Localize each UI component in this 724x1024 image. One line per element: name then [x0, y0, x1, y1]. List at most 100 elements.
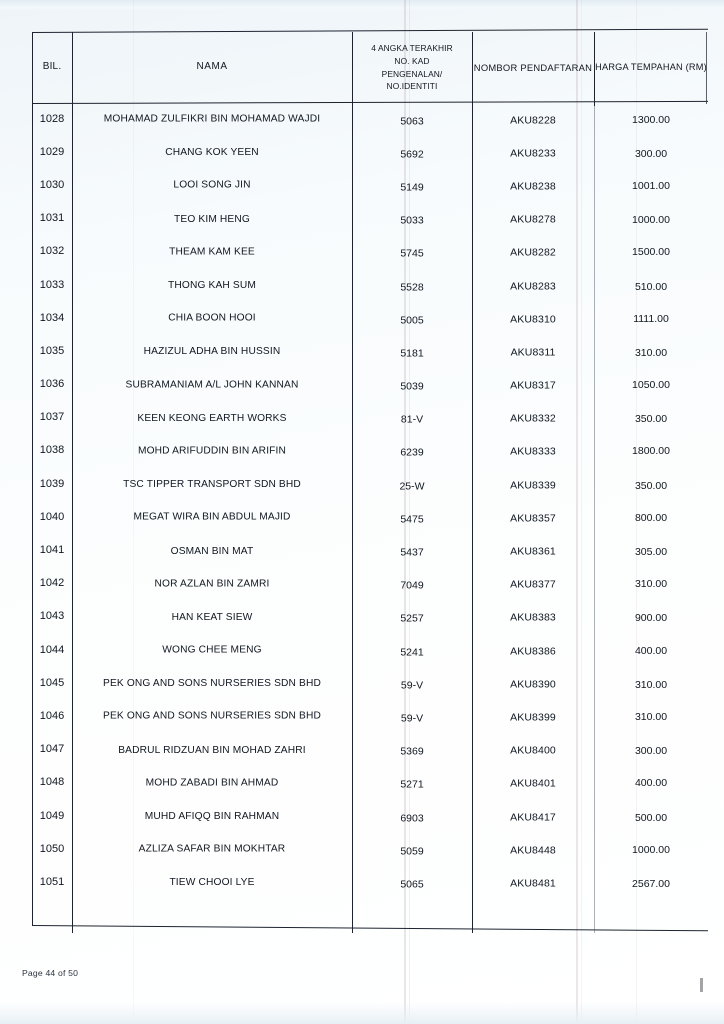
table-row: 1048 MOHD ZABADI BIN AHMAD 5271 AKU8401 400.… [32, 767, 708, 800]
cell-bil: 1040 [39, 510, 65, 523]
cell-harga-tempahan: 800.00 [634, 511, 668, 524]
cell-nombor-pendaftaran: AKU8401 [510, 777, 556, 790]
cell-ic: 5369 [400, 745, 424, 758]
scan-top-edge-shadow [0, 0, 724, 11]
cell-bil: 1030 [39, 178, 65, 191]
cell-ic: 5475 [400, 513, 424, 526]
cell-bil: 1029 [39, 145, 65, 158]
cell-nombor-pendaftaran: AKU8339 [510, 479, 556, 492]
cell-nama: MEGAT WIRA BIN ABDUL MAJID [133, 511, 291, 523]
table-row: 1033 THONG KAH SUM 5528 AKU8283 510.00 [32, 269, 708, 302]
cell-harga-tempahan: 510.00 [634, 280, 668, 293]
cell-harga-tempahan: 300.00 [634, 147, 668, 160]
table-body: 1028 MOHAMAD ZULFIKRI BIN MOHAMAD WAJDI 50… [32, 103, 708, 900]
cell-harga-tempahan: 500.00 [634, 811, 668, 824]
table-bottom-border [31, 925, 708, 932]
cell-ic: 5063 [400, 114, 424, 127]
column-divider-bil-nama [72, 32, 73, 933]
cell-harga-tempahan: 350.00 [634, 413, 668, 426]
table-row: 1036 SUBRAMANIAM A/L JOHN KANNAN 5039 AKU83… [32, 369, 708, 402]
table-row: 1037 KEEN KEONG EARTH WORKS 81-V AKU8332 350… [32, 402, 708, 435]
cell-ic: 5241 [400, 645, 424, 658]
cell-nama: BADRUL RIDZUAN BIN MOHAD ZAHRI [118, 744, 306, 756]
column-header-nombor-pendaftaran: NOMBOR PENDAFTARAN [473, 61, 593, 73]
table-row: 1046 PEK ONG AND SONS NURSERIES SDN BHD 59… [32, 700, 708, 733]
cell-ic: 5149 [400, 181, 424, 194]
cell-ic: 59-V [400, 679, 424, 692]
column-header-nama: NAMA [196, 61, 228, 73]
cell-nama: NOR AZLAN BIN ZAMRI [154, 578, 270, 590]
cell-nama: HAZIZUL ADHA BIN HUSSIN [143, 346, 281, 358]
cell-harga-tempahan: 400.00 [634, 644, 668, 657]
cell-nama: MOHD ARIFUDDIN BIN ARIFIN [137, 445, 287, 457]
cell-harga-tempahan: 310.00 [634, 710, 668, 723]
cell-nama: HAN KEAT SIEW [171, 611, 253, 623]
cell-nama: LOOI SONG JIN [173, 179, 251, 191]
cell-ic: 5692 [400, 148, 424, 161]
cell-harga-tempahan: 1001.00 [632, 179, 670, 192]
column-divider-nama-ic [352, 32, 353, 933]
cell-bil: 1047 [39, 742, 65, 755]
page-footer: Page 44 of 50 [22, 968, 79, 978]
table-row: 1050 AZLIZA SAFAR BIN MOKHTAR 5059 AKU8448 1… [32, 833, 708, 866]
cell-harga-tempahan: 310.00 [634, 578, 668, 591]
cell-bil: 1046 [39, 709, 65, 722]
table-right-border-header [706, 32, 707, 104]
cell-ic: 6239 [400, 446, 424, 459]
cell-bil: 1035 [39, 344, 65, 357]
cell-ic: 5039 [400, 380, 424, 393]
cell-harga-tempahan: 350.00 [634, 479, 668, 492]
cell-nama: TEO KIM HENG [174, 213, 250, 225]
column-header-ic-line-1: 4 ANGKA TERAKHIR [371, 43, 453, 54]
cell-ic: 5033 [400, 214, 424, 227]
cell-nama: CHANG KOK YEEN [165, 147, 259, 159]
cell-ic: 81-V [400, 413, 424, 426]
cell-ic: 5528 [400, 280, 424, 293]
cell-harga-tempahan: 1800.00 [632, 445, 670, 458]
cell-nombor-pendaftaran: AKU8332 [510, 412, 556, 425]
cell-harga-tempahan: 1050.00 [632, 379, 670, 392]
column-divider-reg-price-faded [594, 106, 595, 933]
table-left-border [32, 32, 33, 926]
cell-bil: 1043 [39, 610, 65, 623]
cell-nama: SUBRAMANIAM A/L JOHN KANNAN [125, 378, 299, 390]
cell-nama: MOHD ZABADI BIN AHMAD [145, 777, 279, 789]
table-row: 1040 MEGAT WIRA BIN ABDUL MAJID 5475 AKU835… [32, 501, 708, 534]
cell-harga-tempahan: 1000.00 [632, 843, 670, 856]
cell-ic: 5181 [400, 347, 424, 360]
cell-bil: 1045 [39, 676, 65, 689]
cell-bil: 1044 [39, 643, 65, 656]
cell-bil: 1051 [39, 875, 65, 888]
cell-ic: 5005 [400, 314, 424, 327]
registration-table: BIL. NAMA 4 ANGKA TERAKHIR NO. KAD PENGE… [31, 28, 708, 933]
cell-ic: 5257 [400, 612, 424, 625]
cell-nama: PEK ONG AND SONS NURSERIES SDN BHD [103, 678, 321, 690]
column-header-ic-line-2: NO. KAD [394, 55, 430, 66]
column-header-ic-line-4: NO.IDENTITI [386, 81, 438, 92]
table-row: 1039 TSC TIPPER TRANSPORT SDN BHD 25-W AKU8… [32, 468, 708, 501]
cell-nombor-pendaftaran: AKU8417 [510, 811, 556, 824]
table-row: 1045 PEK ONG AND SONS NURSERIES SDN BHD 59… [32, 667, 708, 700]
cell-nombor-pendaftaran: AKU8383 [510, 612, 556, 625]
cell-ic: 5437 [400, 546, 424, 559]
cell-ic: 59-V [400, 712, 424, 725]
cell-harga-tempahan: 1111.00 [633, 312, 669, 325]
cell-harga-tempahan: 305.00 [634, 546, 668, 559]
cell-nama: MUHD AFIQQ BIN RAHMAN [144, 811, 280, 823]
cell-harga-tempahan: 1500.00 [632, 246, 670, 259]
cell-bil: 1031 [39, 211, 65, 224]
column-header-ic: 4 ANGKA TERAKHIR NO. KAD PENGENALAN/ NO.… [352, 32, 472, 103]
cell-ic: 25-W [399, 480, 425, 493]
cell-nama: KEEN KEONG EARTH WORKS [137, 412, 287, 424]
cell-nama: PEK ONG AND SONS NURSERIES SDN BHD [103, 710, 321, 722]
cell-nama: MOHAMAD ZULFIKRI BIN MOHAMAD WAJDI [103, 113, 321, 125]
column-header-bil: BIL. [42, 61, 62, 73]
cell-bil: 1036 [39, 377, 65, 390]
cell-nombor-pendaftaran: AKU8282 [510, 246, 556, 259]
cell-nombor-pendaftaran: AKU8310 [510, 313, 556, 326]
cell-ic: 5065 [400, 878, 424, 891]
column-header-ic-line-3: PENGENALAN/ [381, 68, 443, 79]
cell-nombor-pendaftaran: AKU8361 [510, 545, 556, 558]
cell-nama: TIEW CHOOI LYE [169, 877, 255, 889]
